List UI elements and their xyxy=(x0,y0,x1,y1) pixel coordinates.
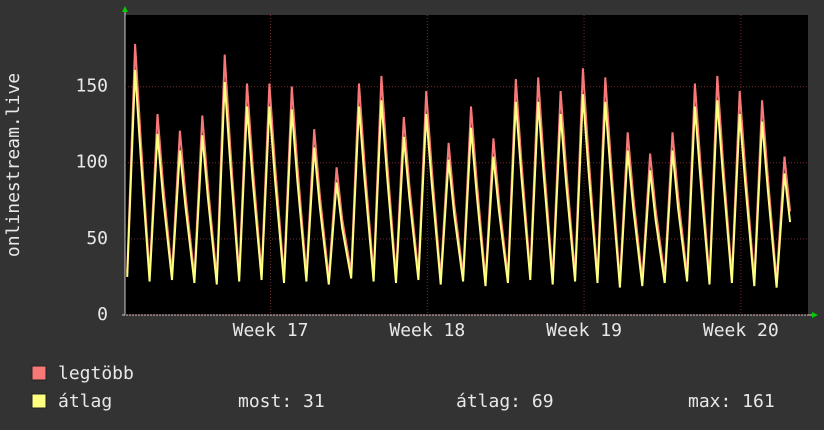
x-tick-label: Week 18 xyxy=(389,320,465,341)
series-line xyxy=(126,69,792,288)
plot-area xyxy=(125,15,808,315)
x-tick-label: Week 19 xyxy=(546,320,622,341)
axis-arrow xyxy=(812,312,818,318)
x-tick-label: Week 20 xyxy=(703,320,779,341)
y-tick-label: 150 xyxy=(75,76,108,97)
x-tick-label: Week 17 xyxy=(233,320,309,341)
axis-arrow xyxy=(122,6,128,12)
stat-label: most: 31 xyxy=(238,391,325,412)
legend-swatch xyxy=(31,365,47,381)
stat-label: max: 161 xyxy=(688,391,775,412)
legend-label: átlag xyxy=(58,391,112,412)
y-tick-label: 0 xyxy=(97,304,108,325)
legend-swatch xyxy=(31,393,47,409)
legend-label: legtöbb xyxy=(58,363,134,384)
stat-label: átlag: 69 xyxy=(456,391,554,412)
y-tick-label: 100 xyxy=(75,152,108,173)
y-axis-label: onlinestream.live xyxy=(3,73,24,257)
y-tick-label: 50 xyxy=(86,228,108,249)
